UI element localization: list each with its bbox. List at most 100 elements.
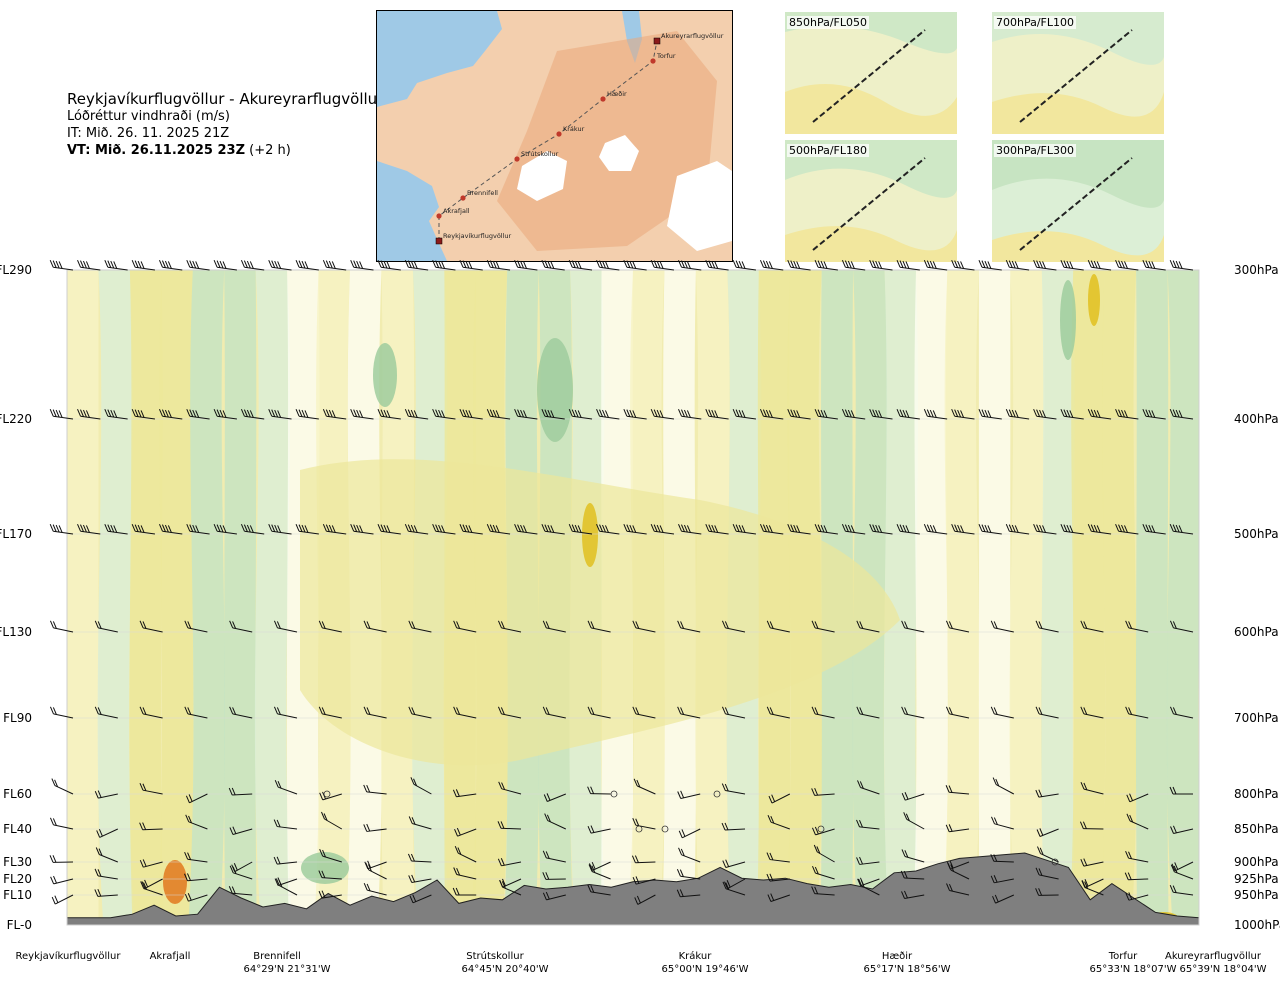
wind-barb xyxy=(896,260,920,271)
wind-barb xyxy=(350,524,374,535)
thumbnail-700-label: 700hPa/FL100 xyxy=(994,16,1077,29)
wind-barb xyxy=(229,620,253,633)
wind-core xyxy=(373,343,397,407)
wind-barb xyxy=(1005,524,1030,535)
wind-barb xyxy=(268,524,292,535)
wind-barb xyxy=(768,793,791,804)
wind-barb xyxy=(814,409,838,420)
waypoint-coord: 65°17'N 18°56'W xyxy=(864,964,951,975)
wind-barb xyxy=(732,409,756,420)
pressure-axis: 300hPa 400hPa 500hPa 600hPa 700hPa 800hPa 850h… xyxy=(1234,263,1280,932)
wind-barb xyxy=(275,878,298,896)
waypoint-label: Krákur 65°00'N 19°46'W xyxy=(662,950,749,975)
map-airport-marker xyxy=(653,37,661,45)
flight-level-label: FL60 xyxy=(3,787,32,801)
wind-barb xyxy=(497,858,522,867)
wind-barb xyxy=(814,260,838,271)
wind-barb xyxy=(51,778,74,795)
wind-barb xyxy=(49,817,74,830)
wind-barb xyxy=(322,409,347,420)
wind-barb xyxy=(273,856,298,865)
pressure-level-label: 400hPa xyxy=(1234,412,1279,426)
wind-barb xyxy=(759,409,784,420)
thumbnail-500[interactable]: 500hPa/FL180 xyxy=(785,140,957,262)
pressure-level-label: 300hPa xyxy=(1234,263,1279,277)
wind-barb xyxy=(587,884,611,896)
pressure-level-label: 500hPa xyxy=(1234,527,1279,541)
wind-barb xyxy=(454,846,477,863)
map-airport-marker xyxy=(435,237,443,245)
wind-barb xyxy=(1005,260,1030,271)
issue-time: IT: Mið. 26. 11. 2025 21Z xyxy=(67,126,230,141)
wind-barb xyxy=(596,524,620,535)
wind-barb xyxy=(900,870,925,880)
wind-barb xyxy=(587,620,611,633)
wind-barb xyxy=(869,524,893,535)
wind-barb xyxy=(49,260,74,271)
wind-barb xyxy=(541,260,565,271)
valid-time-bold: VT: Mið. 26.11.2025 23Z xyxy=(67,143,246,158)
map-sea-west xyxy=(377,161,447,261)
wind-barb xyxy=(131,260,156,271)
thumbnail-300[interactable]: 300hPa/FL300 xyxy=(992,140,1164,262)
wind-barb xyxy=(766,706,790,719)
wind-barb xyxy=(1035,620,1059,633)
wind-barb xyxy=(363,706,387,719)
wind-barb xyxy=(1115,524,1139,535)
wind-barb xyxy=(650,524,675,535)
waypoint-label: Strútskollur 64°45'N 20°40'W xyxy=(462,950,549,975)
wind-barb xyxy=(767,814,790,830)
wind-barb xyxy=(1035,706,1059,719)
wind-barb xyxy=(869,260,893,271)
pressure-level-label: 925hPa xyxy=(1234,872,1279,886)
thumbnail-850[interactable]: 850hPa/FL050 xyxy=(785,12,957,134)
wind-barb xyxy=(814,524,838,535)
wind-barb xyxy=(991,816,1014,830)
pressure-level-label: 950hPa xyxy=(1234,888,1279,902)
wind-barb xyxy=(1169,706,1194,719)
wind-barb xyxy=(945,824,970,833)
wind-barb xyxy=(139,822,163,831)
wind-barb xyxy=(139,706,163,719)
wind-barb xyxy=(229,826,253,835)
wind-field-band xyxy=(224,270,257,925)
wind-field-band xyxy=(1100,270,1137,925)
thumbnail-850-label: 850hPa/FL050 xyxy=(787,16,870,29)
wind-barb xyxy=(318,706,342,719)
flight-level-label: FL290 xyxy=(0,263,32,277)
wind-barb xyxy=(322,524,347,535)
wind-barb xyxy=(650,409,675,420)
pressure-level-label: 900hPa xyxy=(1234,855,1279,869)
wind-barb xyxy=(186,409,210,420)
pressure-level-label: 1000hPa xyxy=(1234,918,1280,932)
wind-barb xyxy=(541,524,565,535)
wind-barb xyxy=(568,260,593,271)
wind-barb xyxy=(240,260,265,271)
wind-barb xyxy=(514,524,538,535)
wind-barb xyxy=(1170,864,1194,880)
wind-field-band xyxy=(188,270,225,925)
wind-barb xyxy=(1169,885,1194,896)
flight-level-label: FL10 xyxy=(3,888,32,902)
map-glacier-1 xyxy=(517,151,567,201)
wind-barb xyxy=(318,870,342,880)
wind-barb xyxy=(486,409,511,420)
wind-barb xyxy=(951,260,975,271)
wind-barb xyxy=(856,620,880,633)
wind-barb xyxy=(766,873,790,882)
wind-field-band xyxy=(1041,270,1076,925)
wind-barb xyxy=(623,409,647,420)
wind-barb xyxy=(676,889,701,898)
wind-barb xyxy=(432,409,456,420)
wind-barb xyxy=(1169,524,1194,535)
thumbnail-700[interactable]: 700hPa/FL100 xyxy=(992,12,1164,134)
wind-barb xyxy=(295,260,319,271)
wind-barb xyxy=(185,814,208,830)
calm-wind-marker xyxy=(1051,858,1059,866)
wind-core xyxy=(301,852,349,884)
wind-barb xyxy=(377,409,401,420)
wind-barb xyxy=(1005,409,1030,420)
wind-barb xyxy=(721,822,746,831)
wind-barb xyxy=(213,409,237,420)
